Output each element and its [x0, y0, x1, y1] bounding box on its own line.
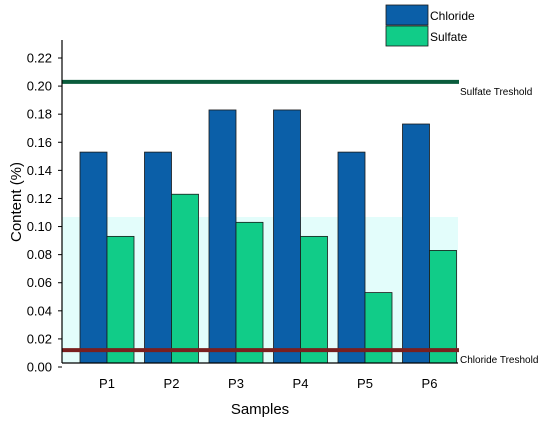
legend: Chloride Sulfate: [385, 4, 475, 47]
x-tick-label: P4: [293, 376, 309, 391]
y-ticks-layer: 0.00 0.02 0.04 0.06 0.08 0.10 0.12 0.14 0.16 0.18…: [27, 51, 62, 375]
x-tick-label: P1: [99, 376, 115, 391]
y-tick-label: 0.08: [27, 247, 52, 262]
legend-swatch-chloride: [385, 4, 429, 26]
x-tick-label: P3: [228, 376, 244, 391]
x-tick-label: P6: [422, 376, 438, 391]
axes-layer: [61, 40, 458, 364]
reference-lines-layer: Sulfate Treshold Chloride Treshold: [62, 79, 538, 366]
bar-chloride-p2: [144, 151, 172, 364]
x-axis-title: Samples: [231, 401, 289, 418]
x-ticks-layer: P1 P2 P3 P4 P5 P6: [99, 376, 437, 391]
bar-chloride-p3: [208, 109, 237, 364]
y-tick-label: 0.18: [27, 107, 52, 122]
y-tick-label: 0.10: [27, 219, 52, 234]
bar-sulfate-p2: [171, 193, 199, 364]
y-tick-label: 0.22: [27, 51, 52, 66]
bar-sulfate-p3: [235, 221, 264, 364]
bar-chloride-p6: [402, 123, 430, 364]
y-tick-label: 0.16: [27, 135, 52, 150]
bar-chloride-p1: [79, 151, 108, 364]
bar-sulfate-p1: [106, 235, 135, 364]
x-tick-label: P5: [357, 376, 373, 391]
y-axis-title: Content (%): [8, 162, 25, 242]
y-tick-label: 0.02: [27, 331, 52, 346]
bar-chloride-p4: [273, 109, 301, 364]
y-tick-label: 0.14: [27, 163, 52, 178]
chloride-treshold-label: Chloride Treshold: [460, 355, 538, 366]
bar-sulfate-p4: [300, 235, 328, 364]
bar-chloride-p5: [337, 151, 366, 364]
y-tick-label: 0.12: [27, 191, 52, 206]
sulfate-treshold-label: Sulfate Treshold: [460, 87, 532, 98]
y-tick-label: 0.20: [27, 79, 52, 94]
x-tick-label: P2: [164, 376, 180, 391]
bars-layer: [79, 109, 457, 364]
legend-swatch-sulfate: [385, 25, 429, 47]
legend-label-sulfate: Sulfate: [430, 30, 468, 44]
legend-label-chloride: Chloride: [430, 9, 475, 23]
bar-sulfate-p5: [364, 292, 393, 364]
y-tick-label: 0.00: [27, 360, 52, 375]
bar-sulfate-p6: [429, 250, 457, 364]
y-tick-label: 0.04: [27, 303, 52, 318]
y-tick-label: 0.06: [27, 275, 52, 290]
